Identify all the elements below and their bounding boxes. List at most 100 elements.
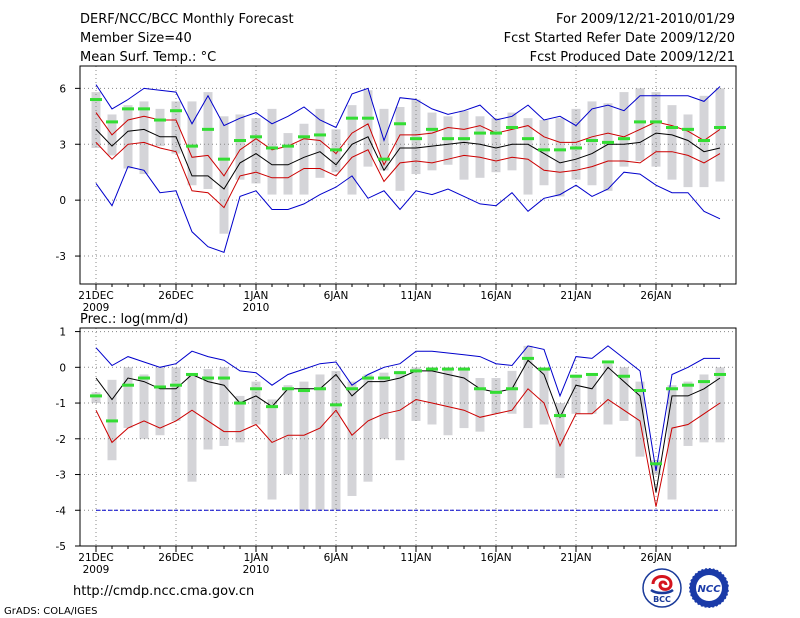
ensemble-box (283, 385, 293, 475)
forecast-marker (266, 146, 278, 150)
ensemble-box (507, 112, 517, 171)
y-tick-label: -3 (56, 251, 66, 263)
forecast-marker (650, 120, 662, 124)
precipitation-markers (90, 356, 726, 466)
y-tick-label: 6 (59, 83, 66, 95)
bcc-logo: BCC (642, 568, 682, 608)
ensemble-box (699, 374, 709, 443)
y-tick-label: -4 (56, 505, 67, 517)
y-tick-label: -3 (56, 470, 66, 482)
forecast-marker (378, 376, 390, 380)
forecast-marker (458, 367, 470, 371)
ensemble-box (91, 392, 101, 404)
x-tick-label: 21JAN (560, 552, 591, 564)
ensemble-box (155, 367, 165, 436)
forecast-marker (522, 356, 534, 360)
forecast-marker (138, 107, 150, 111)
bcc-logo-text: BCC (653, 595, 671, 604)
ensemble-box (363, 90, 373, 167)
x-tick-label: 21DEC (78, 290, 113, 302)
upper-envelope-line (95, 345, 720, 472)
forecast-marker (346, 387, 358, 391)
x-tick-label: 21DEC (78, 552, 113, 564)
forecast-marker (714, 125, 726, 129)
forecast-marker (442, 137, 454, 141)
ensemble-box (283, 133, 293, 195)
forecast-marker (554, 148, 566, 152)
forecast-marker (618, 137, 630, 141)
ensemble-box (139, 101, 149, 175)
x-tick-label: 26JAN (640, 552, 671, 564)
forecast-marker (474, 387, 486, 391)
ensemble-box (619, 92, 629, 167)
forecast-marker (186, 144, 198, 148)
x-tick-label: 16JAN (480, 290, 511, 302)
ensemble-box (267, 108, 277, 195)
forecast-marker (506, 125, 518, 129)
forecast-marker (234, 139, 246, 143)
ensemble-box (379, 372, 389, 439)
ensemble-box (299, 123, 309, 195)
ensemble-box (395, 370, 405, 461)
forecast-marker (298, 389, 310, 393)
ensemble-box (443, 367, 453, 436)
y-tick-label: -2 (56, 434, 66, 446)
figure-title: DERF/NCC/BCC Monthly Forecast (80, 12, 294, 27)
forecast-marker (570, 374, 582, 378)
ensemble-box (555, 118, 565, 197)
member-size-label: Member Size=40 (80, 31, 192, 46)
forecast-marker (538, 367, 550, 371)
forecast-marker (554, 414, 566, 418)
footer-url[interactable]: http://cmdp.ncc.cma.gov.cn (73, 584, 254, 599)
forecast-marker (634, 120, 646, 124)
ncc-logo-center (696, 575, 722, 601)
forecast-marker (682, 127, 694, 131)
ensemble-box (427, 367, 437, 425)
ensemble-box (395, 106, 405, 191)
ensemble-box (523, 118, 533, 195)
forecast-marker (666, 125, 678, 129)
temperature-lines (95, 84, 721, 253)
ensemble-box (315, 108, 325, 178)
precipitation-panel: 21DEC 26DEC 1JAN 6JAN 11JAN 16JAN 21JAN 26JAN 20… (56, 327, 737, 576)
ensemble-box (635, 88, 645, 162)
ensemble-box (123, 105, 133, 169)
forecast-marker (474, 131, 486, 135)
ensemble-box (363, 374, 373, 482)
forecast-marker (410, 369, 422, 373)
forecast-marker (394, 371, 406, 375)
forecast-marker (618, 374, 630, 378)
y-tick-label: 1 (59, 327, 66, 339)
ensemble-box (411, 367, 421, 421)
ensemble-mean-line (95, 359, 721, 493)
forecast-marker (714, 372, 726, 376)
ensemble-box (187, 374, 197, 482)
forecast-marker (362, 116, 374, 120)
forecast-marker (122, 383, 134, 387)
forecast-marker (698, 380, 710, 384)
forecast-marker (138, 376, 150, 380)
forecast-marker (634, 389, 646, 393)
ensemble-box (187, 101, 197, 186)
forecast-marker (250, 135, 262, 139)
ensemble-box (139, 374, 149, 439)
fcst-started-label: Fcst Started Refer Date 2009/12/20 (504, 31, 735, 46)
forecast-marker (330, 403, 342, 407)
ensemble-box (347, 105, 357, 195)
ensemble-box (587, 101, 597, 186)
ensemble-box (171, 101, 181, 154)
ensemble-box (603, 363, 613, 425)
x-tick-label: 11JAN (400, 552, 431, 564)
ensemble-box (315, 374, 325, 511)
ensemble-box (155, 108, 165, 147)
x-tick-label: 6JAN (324, 290, 349, 302)
x-tick-label: 11JAN (400, 290, 431, 302)
forecast-marker (170, 383, 182, 387)
ensemble-box (427, 112, 437, 171)
ensemble-box (539, 120, 549, 186)
ensemble-box (683, 381, 693, 446)
forecast-marker (90, 98, 102, 102)
forecast-marker (218, 157, 230, 161)
forecast-period-label: For 2009/12/21-2010/01/29 (556, 12, 735, 27)
forecast-marker (314, 387, 326, 391)
